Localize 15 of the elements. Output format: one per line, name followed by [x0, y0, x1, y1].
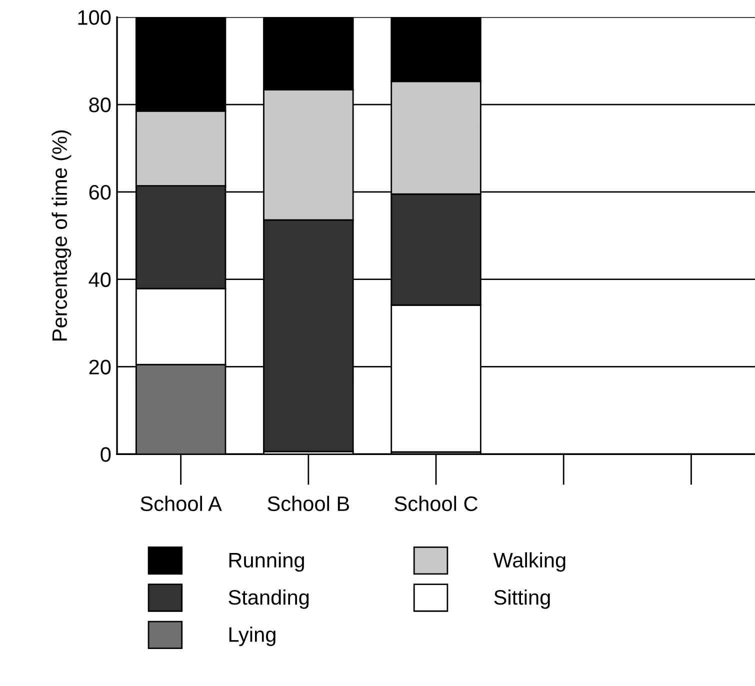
y-tick-label: 80 [89, 98, 111, 112]
legend-label: Sitting [494, 589, 550, 609]
y-axis-title: Percentage of time (%) [52, 130, 72, 340]
y-tick-label: 100 [78, 10, 111, 25]
legend-label: Running [229, 552, 304, 572]
x-tick-label: School B [268, 496, 350, 512]
y-tick-label: 0 [100, 447, 111, 462]
legend-label: Walking [493, 552, 566, 572]
y-tick-label: 60 [89, 184, 111, 200]
x-tick-label: School A [140, 496, 222, 512]
x-tick-label: School C [394, 496, 478, 512]
legend-label: Standing [228, 589, 309, 609]
legend-label: Lying [229, 626, 276, 646]
y-tick-label: 20 [89, 360, 111, 374]
y-tick-label: 40 [88, 272, 111, 288]
